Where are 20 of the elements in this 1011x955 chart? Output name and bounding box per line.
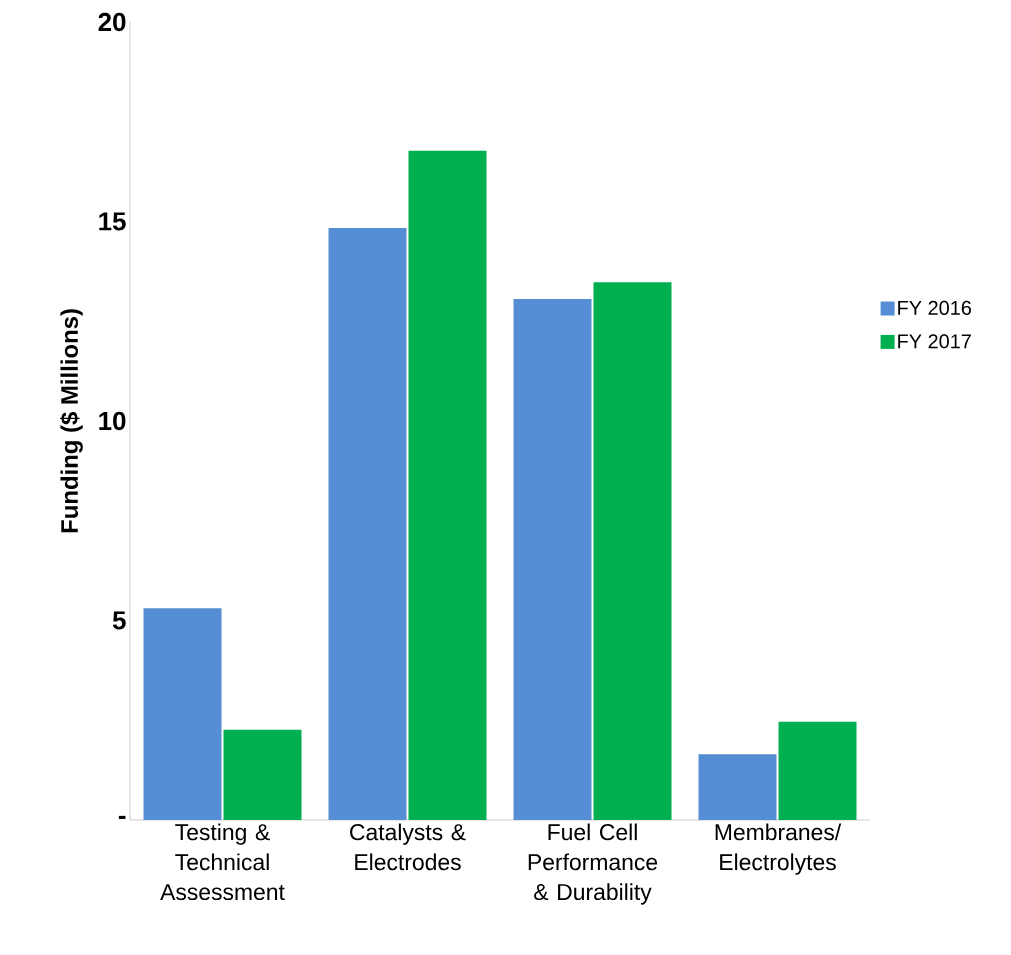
bar xyxy=(778,721,857,820)
y-tick-label: 10 xyxy=(99,411,126,431)
x-tick-label: Testing & Technical Assessment xyxy=(160,823,285,901)
bar xyxy=(698,754,777,820)
bar xyxy=(223,729,302,820)
x-tick-label: Membranes/ Electrolytes xyxy=(715,823,842,875)
bar xyxy=(513,298,592,820)
y-tick-label: 20 xyxy=(98,12,126,32)
bar xyxy=(328,227,407,820)
bar xyxy=(593,282,672,820)
y-tick-label: 5 xyxy=(112,611,126,630)
y-tick-label: 15 xyxy=(99,212,126,231)
y-axis-title: Funding ($ Millions) xyxy=(60,309,83,533)
bar xyxy=(143,608,222,820)
legend-label: FY 2017 xyxy=(898,334,971,349)
legend-label: FY 2016 xyxy=(898,300,972,315)
bar xyxy=(408,150,487,820)
x-tick-label: Catalysts & Electrodes xyxy=(350,823,466,871)
x-tick-label: Fuel Cell Performance & Durability xyxy=(528,823,658,905)
y-tick-label: - xyxy=(118,815,126,819)
